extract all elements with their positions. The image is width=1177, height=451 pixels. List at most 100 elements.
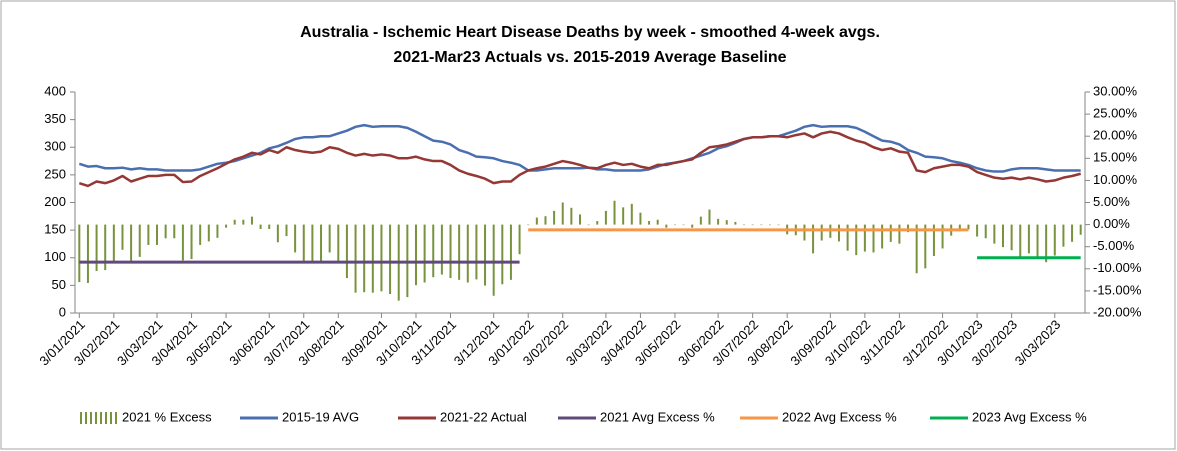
bar bbox=[276, 224, 279, 243]
bar bbox=[492, 224, 495, 296]
bar bbox=[527, 224, 530, 226]
legend-swatch bbox=[80, 412, 82, 424]
bar bbox=[164, 224, 167, 239]
bar bbox=[673, 224, 676, 226]
bar bbox=[354, 224, 357, 293]
bar bbox=[104, 224, 107, 271]
bar bbox=[639, 212, 642, 225]
bar bbox=[734, 221, 737, 225]
legend-label: 2023 Avg Excess % bbox=[972, 409, 1087, 424]
legend-label: 2021-22 Actual bbox=[440, 409, 527, 424]
bar bbox=[130, 224, 133, 263]
bar bbox=[1071, 224, 1074, 242]
bar bbox=[1053, 224, 1056, 256]
bar bbox=[1036, 224, 1039, 259]
bar bbox=[820, 224, 823, 241]
bar bbox=[509, 224, 512, 280]
bar bbox=[932, 224, 935, 256]
bar bbox=[156, 224, 159, 245]
bar bbox=[889, 224, 892, 242]
bar bbox=[1019, 224, 1022, 259]
bar bbox=[138, 224, 141, 257]
bar bbox=[604, 210, 607, 225]
bar bbox=[311, 224, 314, 264]
bar bbox=[570, 207, 573, 225]
bar bbox=[225, 224, 228, 228]
bar bbox=[760, 224, 763, 226]
bar bbox=[181, 224, 184, 261]
bar bbox=[414, 224, 417, 286]
legend-label: 2022 Avg Excess % bbox=[782, 409, 897, 424]
bar bbox=[743, 224, 746, 226]
bar bbox=[294, 224, 297, 253]
bar bbox=[95, 224, 98, 272]
bar bbox=[86, 224, 89, 283]
bar bbox=[665, 224, 668, 228]
y2-tick-label: -15.00% bbox=[1093, 282, 1142, 297]
bar bbox=[268, 224, 271, 230]
bar bbox=[285, 224, 288, 237]
bar bbox=[207, 224, 210, 242]
y2-tick-label: -10.00% bbox=[1093, 260, 1142, 275]
line bbox=[78, 123, 1081, 173]
bar bbox=[777, 224, 780, 226]
legend-label: 2021 Avg Excess % bbox=[600, 409, 715, 424]
bar bbox=[302, 224, 305, 261]
bar bbox=[147, 224, 150, 245]
bar bbox=[440, 224, 443, 275]
legend-swatch bbox=[115, 412, 117, 424]
bar bbox=[984, 224, 987, 239]
y-tick-label: 50 bbox=[52, 277, 66, 292]
legend-label: 2015-19 AVG bbox=[282, 409, 359, 424]
bar bbox=[872, 224, 875, 253]
y2-tick-label: 10.00% bbox=[1093, 172, 1138, 187]
bar bbox=[924, 224, 927, 269]
bar bbox=[613, 200, 616, 225]
bar bbox=[717, 218, 720, 225]
bar bbox=[596, 221, 599, 225]
chart-subtitle: 2021-Mar23 Actuals vs. 2015-2019 Average… bbox=[393, 49, 786, 66]
bar bbox=[190, 224, 193, 260]
y-tick-label: 0 bbox=[59, 304, 66, 319]
bar bbox=[976, 224, 979, 237]
bar bbox=[328, 224, 331, 253]
y-tick-label: 250 bbox=[44, 166, 66, 181]
bar bbox=[725, 220, 728, 225]
bar bbox=[199, 224, 202, 245]
bar bbox=[250, 216, 253, 225]
bar bbox=[259, 224, 262, 230]
bar bbox=[630, 203, 633, 225]
bar bbox=[1079, 224, 1082, 235]
y2-tick-label: 15.00% bbox=[1093, 150, 1138, 165]
bar bbox=[837, 224, 840, 242]
bar bbox=[501, 224, 504, 285]
y2-tick-label: -20.00% bbox=[1093, 304, 1142, 319]
y-tick-label: 200 bbox=[44, 194, 66, 209]
bar bbox=[881, 224, 884, 249]
y-tick-label: 100 bbox=[44, 249, 66, 264]
legend-swatch bbox=[90, 412, 92, 424]
legend-swatch bbox=[100, 412, 102, 424]
y2-tick-label: 20.00% bbox=[1093, 128, 1138, 143]
y2-tick-label: 5.00% bbox=[1093, 194, 1130, 209]
bar bbox=[768, 224, 771, 226]
bar bbox=[587, 224, 590, 226]
bar bbox=[1062, 224, 1065, 247]
bar bbox=[898, 224, 901, 244]
y-tick-label: 300 bbox=[44, 139, 66, 154]
bar bbox=[958, 224, 961, 232]
bar bbox=[466, 224, 469, 283]
bar bbox=[1001, 224, 1004, 248]
bar bbox=[371, 224, 374, 293]
bar bbox=[915, 224, 918, 274]
bar bbox=[656, 219, 659, 225]
bar bbox=[363, 224, 366, 293]
bar bbox=[967, 224, 970, 230]
bar bbox=[389, 224, 392, 294]
bar bbox=[561, 202, 564, 225]
y-tick-label: 400 bbox=[44, 83, 66, 98]
bar bbox=[121, 224, 124, 250]
y2-tick-label: 0.00% bbox=[1093, 216, 1130, 231]
bar bbox=[553, 210, 556, 225]
